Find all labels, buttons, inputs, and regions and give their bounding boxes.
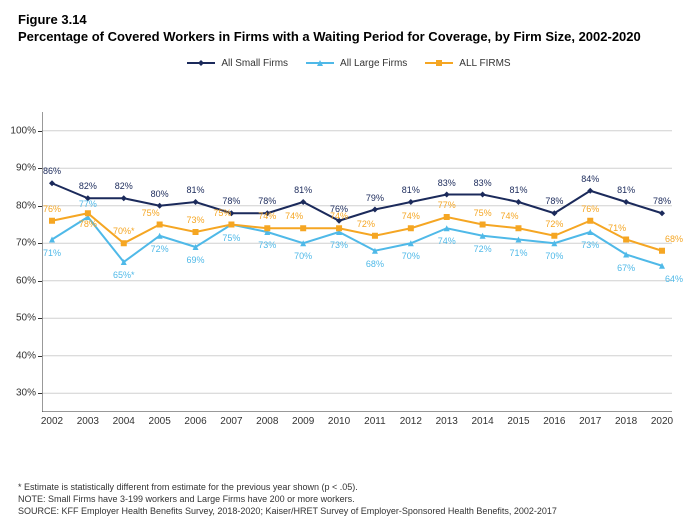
footnote-note: NOTE: Small Firms have 3-199 workers and… (18, 493, 557, 505)
legend-item: All Large Firms (306, 58, 407, 69)
footnotes: * Estimate is statistically different fr… (18, 481, 557, 517)
x-tick-label: 2004 (113, 416, 135, 427)
y-tick-label: 50% (2, 313, 36, 324)
y-tick-label: 70% (2, 238, 36, 249)
legend-item: All Small Firms (187, 58, 288, 69)
square-icon (425, 58, 453, 68)
x-tick-label: 2017 (579, 416, 601, 427)
x-tick-label: 2016 (543, 416, 565, 427)
x-tick-label: 2009 (292, 416, 314, 427)
y-tick-label: 80% (2, 200, 36, 211)
x-tick-label: 2008 (256, 416, 278, 427)
y-tick-label: 60% (2, 275, 36, 286)
figure-number: Figure 3.14 (18, 12, 680, 27)
legend-label: All Small Firms (221, 58, 288, 69)
line-chart (42, 112, 672, 412)
x-tick-label: 2005 (149, 416, 171, 427)
y-tick-label: 100% (2, 125, 36, 136)
figure-title: Percentage of Covered Workers in Firms w… (18, 29, 680, 46)
triangle-icon (306, 58, 334, 68)
footnote-sig: * Estimate is statistically different fr… (18, 481, 557, 493)
diamond-icon (187, 58, 215, 68)
x-tick-label: 2006 (184, 416, 206, 427)
legend: All Small Firms All Large Firms ALL FIRMS (0, 58, 698, 69)
x-tick-label: 2010 (328, 416, 350, 427)
x-tick-label: 2015 (507, 416, 529, 427)
x-tick-label: 2018 (615, 416, 637, 427)
y-tick-label: 90% (2, 163, 36, 174)
x-tick-label: 2002 (41, 416, 63, 427)
x-tick-label: 2012 (400, 416, 422, 427)
x-tick-label: 2007 (220, 416, 242, 427)
chart-area: 30%40%50%60%70%80%90%100%200220032004200… (42, 112, 672, 452)
title-block: Figure 3.14 Percentage of Covered Worker… (0, 0, 698, 50)
x-tick-label: 2013 (436, 416, 458, 427)
legend-label: All Large Firms (340, 58, 407, 69)
footnote-source: SOURCE: KFF Employer Health Benefits Sur… (18, 505, 557, 517)
legend-label: ALL FIRMS (459, 58, 510, 69)
x-tick-label: 2020 (651, 416, 673, 427)
legend-item: ALL FIRMS (425, 58, 510, 69)
x-tick-label: 2011 (364, 416, 386, 427)
x-tick-label: 2014 (471, 416, 493, 427)
x-tick-label: 2003 (77, 416, 99, 427)
y-tick-label: 30% (2, 388, 36, 399)
y-tick-label: 40% (2, 350, 36, 361)
